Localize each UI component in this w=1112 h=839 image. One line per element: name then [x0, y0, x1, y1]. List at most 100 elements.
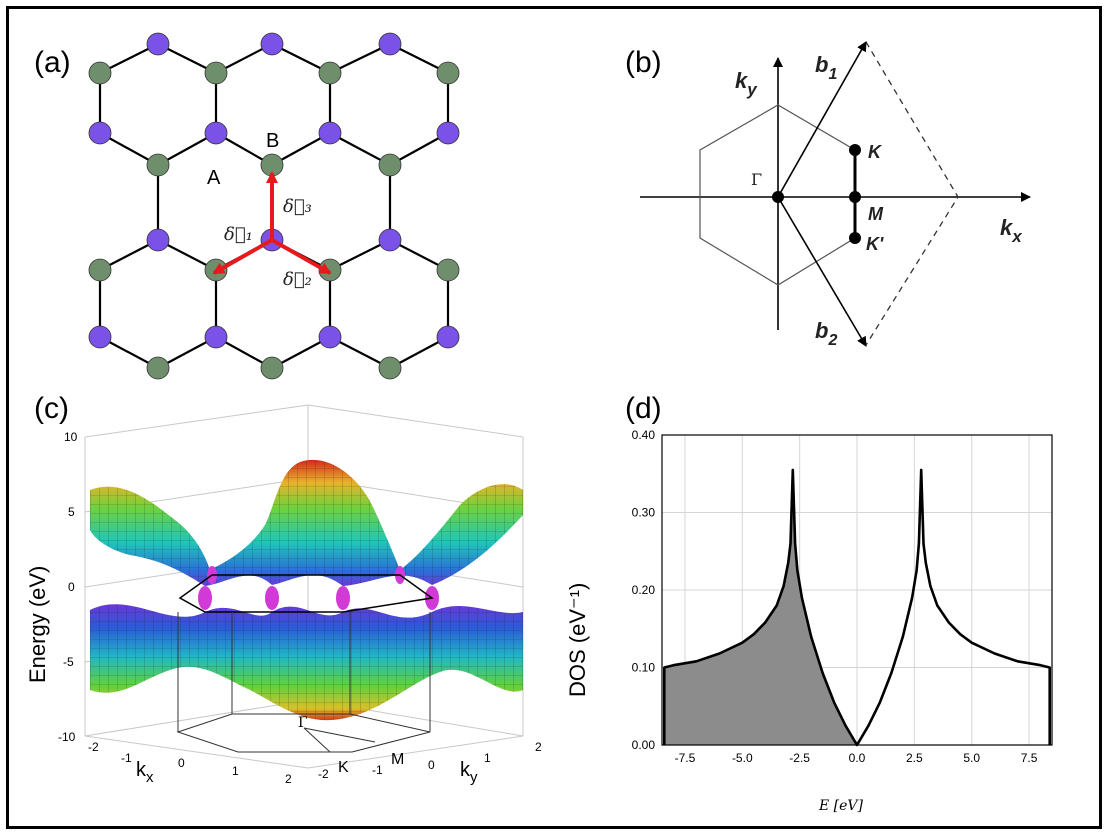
kx-tick: 1: [232, 764, 239, 778]
lattice-site-B: [260, 32, 284, 56]
b2-label: b2: [815, 318, 837, 349]
delta1-label: δ⃗₁: [224, 224, 253, 245]
lattice-site-A: [436, 61, 460, 85]
ky-label: ky: [735, 68, 758, 99]
lattice-site-B: [378, 228, 402, 252]
lattice-site-A: [378, 153, 402, 177]
panel-b: (b) ky kx b1 b2 K M K' Γ: [625, 41, 1031, 349]
dos-x-tick-label: 7.5: [1021, 751, 1038, 765]
gamma-label: Γ: [751, 170, 762, 189]
Kprime-label: K': [866, 234, 884, 254]
kx-tick: 2: [285, 772, 292, 786]
z-tick: -5: [63, 655, 74, 669]
panel-a: (a) A B δ⃗₃ δ⃗₁ δ⃗₂: [34, 32, 460, 380]
kx-tick: 0: [178, 756, 185, 770]
lattice-site-A: [146, 153, 170, 177]
delta2-arrow: [271, 238, 332, 275]
z-tick: -10: [58, 730, 76, 744]
lattice-site-A: [436, 258, 460, 282]
lattice-site-B: [146, 228, 170, 252]
b2-vector: [777, 196, 867, 347]
panel-a-label: (a): [34, 46, 71, 79]
lattice-site-B: [436, 121, 460, 145]
dos-x-tick-label: -5.0: [732, 751, 753, 765]
dos-y-axis-label: DOS (eV⁻¹): [565, 583, 590, 697]
dirac-points: [198, 566, 439, 610]
site-A-label: A: [207, 167, 221, 189]
delta1-arrow: [212, 238, 273, 275]
K-point: [849, 144, 861, 156]
dos-x-tick-label: 2.5: [906, 751, 923, 765]
dos-y-tick-label: 0.40: [632, 428, 656, 442]
b1-vector: [777, 41, 867, 198]
dos-x-tick-label: -7.5: [675, 751, 696, 765]
lattice-site-A: [88, 61, 112, 85]
dos-y-tick-label: 0.30: [632, 506, 656, 520]
z-tick: 10: [64, 430, 78, 444]
delta3-label: δ⃗₃: [283, 196, 312, 217]
panel-b-label: (b): [625, 46, 662, 79]
lattice-site-A: [378, 356, 402, 380]
K-label-3d: K: [338, 759, 349, 776]
reciprocal-cell-dashed: [865, 41, 959, 346]
ky-tick: -2: [318, 767, 329, 781]
honeycomb-lattice: [88, 32, 460, 380]
Kprime-point: [849, 232, 861, 244]
lattice-site-A: [318, 61, 342, 85]
dos-y-tick-label: 0.10: [632, 661, 656, 675]
figure-frame: [6, 6, 1102, 829]
b1-label: b1: [815, 52, 837, 83]
lattice-site-A: [260, 356, 284, 380]
panel-c-label: (c): [34, 392, 69, 425]
lattice-site-A: [204, 61, 228, 85]
zero-energy-hexagon: [178, 574, 434, 613]
K-label: K: [868, 142, 883, 162]
nearest-neighbor-vectors: [212, 171, 332, 275]
lattice-site-A: [260, 153, 284, 177]
bz-projection: [176, 612, 431, 753]
lattice-site-B: [88, 121, 112, 145]
lattice-site-B: [436, 325, 460, 349]
dos-x-axis-label: E [eV]: [818, 798, 864, 814]
ky-axis-label: ky: [460, 759, 478, 786]
z-tick: 5: [68, 505, 75, 519]
lattice-site-B: [378, 32, 402, 56]
dos-y-tick-label: 0.20: [632, 583, 656, 597]
lattice-site-B: [88, 325, 112, 349]
M-label-3d: M: [391, 751, 404, 768]
M-point: [849, 191, 861, 203]
panel-c: (c): [25, 392, 542, 786]
kx-tick: -1: [121, 751, 132, 765]
lattice-site-B: [318, 121, 342, 145]
delta2-label: δ⃗₂: [283, 269, 312, 290]
M-label: M: [868, 204, 884, 224]
conduction-band-mesh: [90, 459, 523, 586]
ky-tick: 1: [484, 751, 491, 765]
z-tick: 0: [68, 580, 75, 594]
kx-label: kx: [1000, 215, 1023, 246]
lattice-site-B: [204, 325, 228, 349]
lattice-site-A: [88, 258, 112, 282]
dos-filled-area: [664, 469, 857, 745]
gamma-label-3d: Γ: [298, 715, 308, 731]
lattice-site-A: [146, 356, 170, 380]
site-B-label: B: [266, 130, 279, 152]
kx-axis-label: kx: [136, 759, 154, 786]
panel-d-label: (d): [625, 392, 662, 425]
lattice-site-B: [204, 121, 228, 145]
panel-d: (d) -7.5 -5.0 -2.5 0.0 2.5 5.0 7.5 0.00 0.10 0.2…: [565, 392, 1053, 814]
energy-axis-label: Energy (eV): [25, 566, 50, 683]
lattice-site-B: [318, 325, 342, 349]
dos-y-ticks: 0.00 0.10 0.20 0.30 0.40: [632, 428, 656, 752]
ky-tick: 2: [535, 740, 542, 754]
valence-band-mesh: [90, 604, 523, 721]
dos-x-ticks: -7.5 -5.0 -2.5 0.0 2.5 5.0 7.5: [675, 751, 1038, 765]
dos-x-tick-label: -2.5: [789, 751, 810, 765]
dos-plot-frame: [661, 434, 1053, 746]
dos-y-tick-label: 0.00: [632, 738, 656, 752]
kx-tick: -2: [88, 740, 99, 754]
dos-x-tick-label: 0.0: [849, 751, 866, 765]
ky-tick: -1: [372, 763, 383, 777]
gamma-point: [772, 191, 784, 203]
